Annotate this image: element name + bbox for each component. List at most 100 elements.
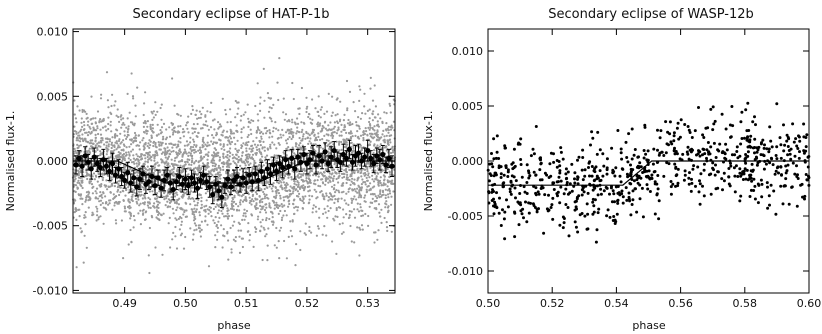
- raw-point: [185, 191, 188, 194]
- raw-point: [152, 205, 155, 208]
- data-point: [714, 156, 718, 159]
- raw-point: [226, 121, 229, 124]
- raw-point: [97, 141, 100, 144]
- raw-point: [96, 210, 99, 213]
- data-point: [786, 153, 790, 157]
- raw-point: [78, 194, 81, 197]
- raw-point: [136, 155, 139, 158]
- raw-point: [78, 167, 81, 170]
- raw-point: [139, 202, 142, 205]
- raw-point: [313, 188, 316, 191]
- raw-point: [288, 136, 291, 139]
- raw-point: [218, 158, 221, 161]
- raw-point: [322, 212, 325, 215]
- raw-point: [362, 172, 365, 175]
- raw-point: [172, 231, 175, 234]
- raw-point: [275, 226, 278, 230]
- raw-point: [362, 131, 365, 134]
- raw-point: [193, 229, 196, 232]
- raw-point: [153, 202, 156, 205]
- raw-point: [190, 163, 193, 166]
- raw-point: [131, 148, 134, 151]
- raw-point: [237, 229, 240, 232]
- raw-point: [358, 85, 361, 88]
- raw-point: [142, 113, 145, 117]
- binned-marker: [173, 179, 179, 185]
- data-point: [576, 230, 580, 234]
- raw-point: [99, 153, 102, 157]
- raw-point: [109, 185, 112, 188]
- raw-point: [227, 139, 230, 142]
- raw-point: [276, 188, 279, 192]
- raw-point: [200, 196, 203, 199]
- binned-marker: [88, 166, 94, 172]
- raw-point: [187, 115, 190, 118]
- raw-point: [271, 141, 274, 144]
- raw-point: [182, 193, 185, 196]
- raw-point: [354, 190, 357, 193]
- raw-point: [278, 257, 281, 260]
- binned-marker: [112, 172, 119, 178]
- raw-point: [105, 201, 108, 204]
- raw-point: [356, 202, 359, 205]
- raw-point: [302, 189, 306, 192]
- raw-point: [275, 246, 278, 249]
- raw-point: [197, 226, 200, 230]
- raw-point: [255, 151, 258, 155]
- raw-point: [219, 143, 222, 146]
- raw-point: [288, 128, 291, 132]
- raw-point: [164, 150, 167, 153]
- raw-point: [118, 138, 121, 141]
- raw-point: [178, 228, 181, 231]
- raw-point: [386, 167, 389, 171]
- raw-point: [230, 200, 234, 203]
- raw-point: [305, 174, 308, 177]
- raw-point: [77, 170, 80, 173]
- raw-point: [82, 139, 85, 143]
- raw-point: [314, 107, 317, 110]
- raw-point: [290, 178, 293, 181]
- raw-point: [158, 201, 161, 204]
- raw-point: [255, 203, 258, 206]
- raw-point: [75, 152, 78, 155]
- raw-point: [265, 233, 268, 236]
- raw-point: [254, 226, 257, 229]
- raw-point: [246, 161, 249, 164]
- data-point: [615, 212, 619, 216]
- data-point: [590, 165, 594, 168]
- raw-point: [113, 145, 116, 149]
- raw-point: [237, 161, 240, 164]
- raw-point: [114, 134, 117, 137]
- raw-point: [345, 176, 348, 179]
- raw-point: [306, 105, 309, 108]
- raw-point: [110, 153, 113, 156]
- raw-point: [215, 223, 218, 227]
- raw-point: [137, 163, 140, 166]
- raw-point: [152, 181, 155, 184]
- data-point: [692, 164, 696, 168]
- raw-point: [222, 129, 225, 132]
- raw-point: [197, 116, 200, 120]
- raw-point: [223, 203, 226, 206]
- raw-point: [330, 141, 333, 144]
- raw-point: [229, 147, 232, 150]
- data-point: [772, 189, 776, 193]
- raw-point: [278, 229, 281, 232]
- raw-point: [113, 170, 116, 173]
- raw-point: [199, 235, 202, 238]
- raw-point: [152, 116, 155, 119]
- raw-point: [144, 171, 148, 174]
- raw-point: [154, 197, 157, 200]
- raw-point: [281, 188, 284, 191]
- raw-point: [301, 144, 304, 147]
- raw-point: [301, 174, 305, 177]
- raw-point: [214, 216, 217, 219]
- raw-point: [190, 149, 193, 152]
- raw-point: [311, 118, 314, 121]
- raw-point: [233, 156, 236, 159]
- data-point: [760, 182, 764, 186]
- raw-point: [285, 214, 288, 217]
- data-point: [767, 147, 771, 151]
- raw-point: [273, 143, 276, 146]
- raw-point: [152, 140, 156, 143]
